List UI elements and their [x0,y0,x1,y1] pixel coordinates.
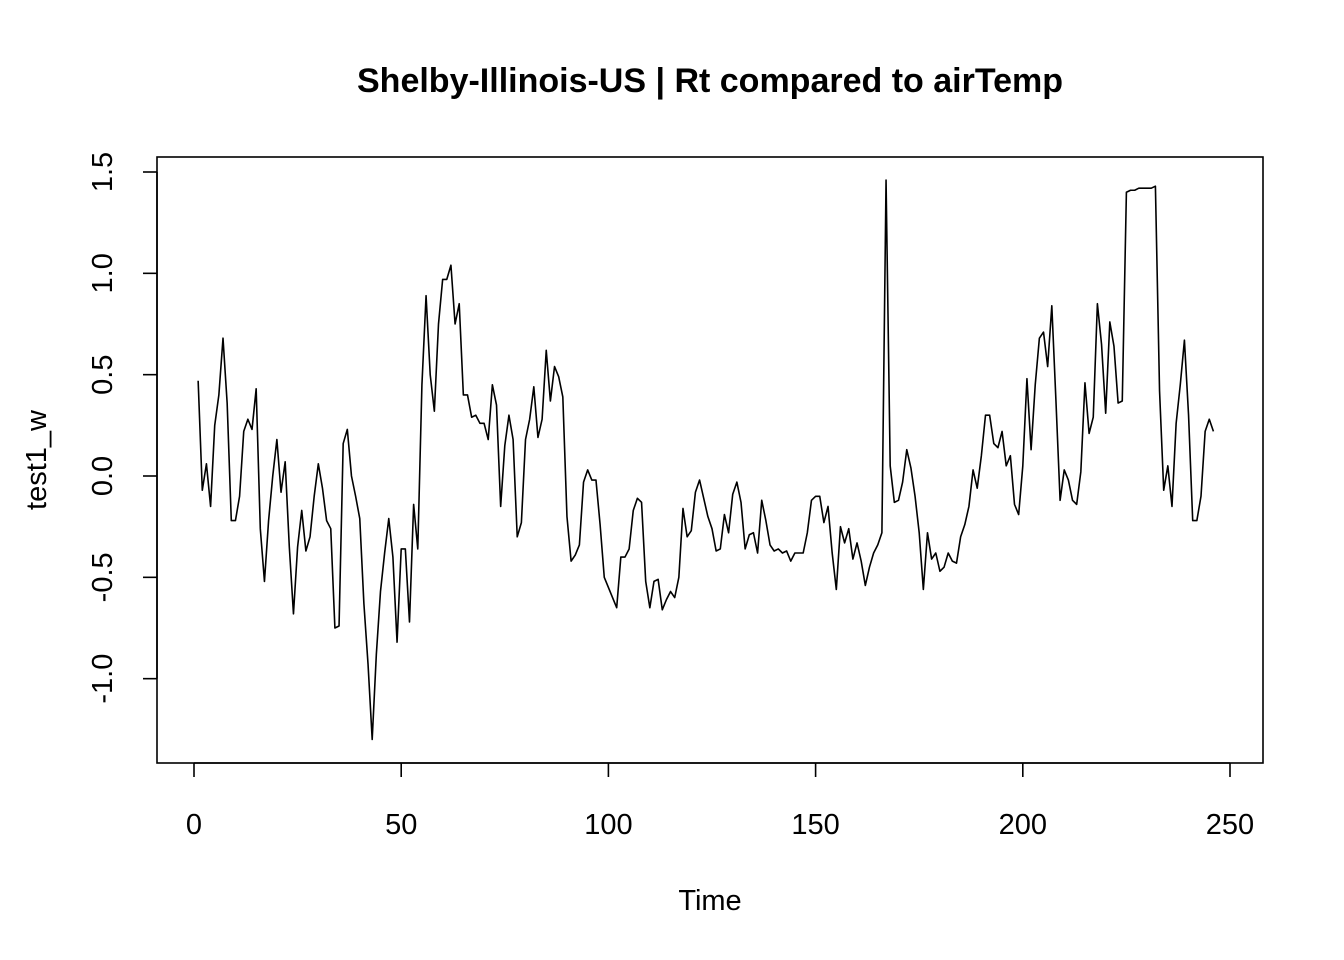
y-axis: -1.0 -0.5 0.0 0.5 1.0 1.5 [87,152,158,704]
x-tick-label: 0 [186,809,202,841]
x-tick-label: 150 [791,809,839,841]
x-axis-label: Time [678,885,741,917]
y-tick-label: 0.5 [87,355,119,395]
series-line [197,179,1215,741]
y-axis-label: test1_w [21,409,53,510]
x-tick-label: 250 [1206,809,1254,841]
y-tick-label: -1.0 [87,654,119,704]
x-tick-label: 50 [385,809,417,841]
y-tick-label: 1.0 [87,253,119,293]
x-tick-label: 200 [999,809,1047,841]
y-tick-label: 1.5 [87,152,119,192]
x-tick-label: 100 [584,809,632,841]
x-axis: 0 50 100 150 200 250 [186,762,1254,841]
y-tick-label: -0.5 [87,552,119,602]
plot-frame [156,156,1264,764]
chart-title: Shelby-Illinois-US | Rt compared to airT… [357,62,1063,100]
y-tick-label: 0.0 [87,456,119,496]
